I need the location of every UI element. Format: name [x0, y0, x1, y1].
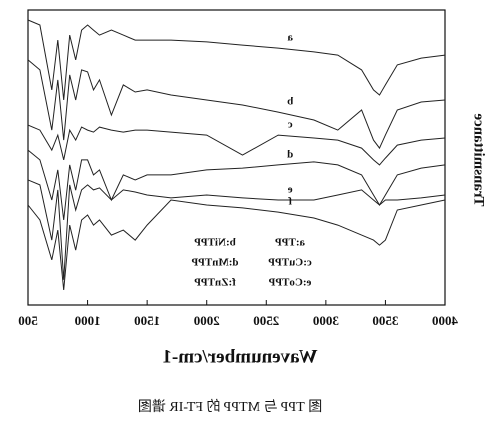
legend-entry: e:CoTPP [268, 277, 311, 289]
x-axis-label: Wavenumber/cm-1 [162, 346, 317, 367]
curve-label: b [287, 96, 293, 108]
curve-label: c [288, 119, 293, 131]
curve-label: e [288, 184, 293, 196]
x-tick-label: 2500 [253, 313, 279, 328]
x-tick-label: 4000 [432, 313, 458, 328]
legend-entry: b:NiTPP [194, 237, 236, 249]
spectrum-line [27, 179, 446, 280]
spectrum-line [27, 199, 446, 291]
y-axis-label: Transmittance [471, 113, 487, 206]
legend-entry: a:TPP [275, 237, 305, 249]
plot-frame [27, 9, 446, 306]
x-tick-label: 1500 [134, 313, 160, 328]
curve-label: f [288, 196, 292, 208]
x-tick-label: 3000 [313, 313, 339, 328]
spectrum-line [27, 149, 446, 221]
spectrum-line [27, 124, 446, 166]
spectrum-line [27, 59, 446, 150]
curve-label: d [287, 148, 293, 160]
x-tick-label: 500 [18, 313, 38, 328]
x-tick-label: 1000 [75, 313, 101, 328]
curve-label: a [287, 32, 293, 44]
legend-entry: f:ZnTPP [194, 277, 236, 289]
spectrum-line [27, 19, 446, 101]
x-tick-label: 2000 [194, 313, 220, 328]
legend-entry: c:CuTPP [268, 257, 312, 269]
x-tick-label: 3500 [372, 313, 398, 328]
caption: 图 TPP 与 MTPP 的 FT-IR 谱图 [138, 399, 322, 415]
legend-entry: d:MnTPP [191, 257, 238, 269]
